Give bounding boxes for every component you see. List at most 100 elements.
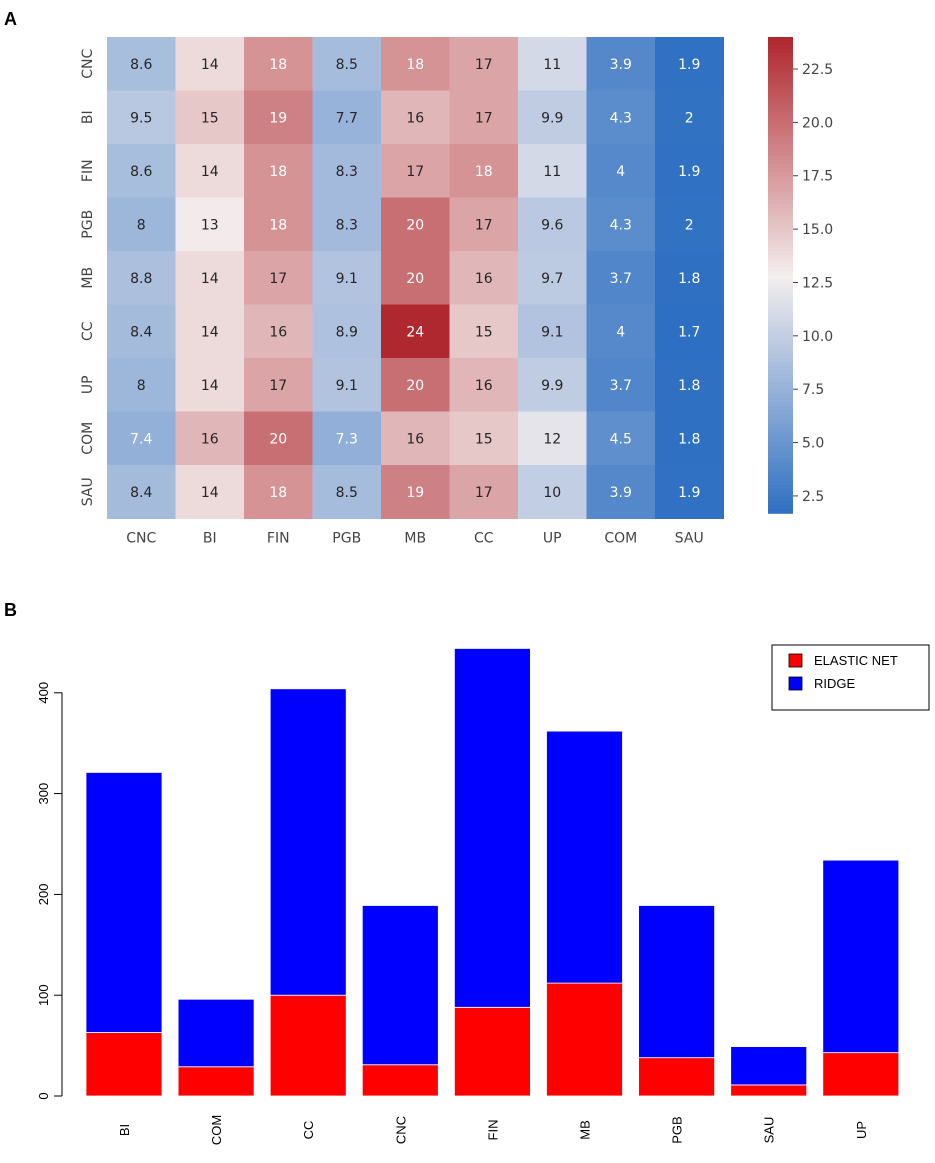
colorbar-segment (768, 457, 793, 463)
colorbar-segment (768, 501, 793, 506)
heatmap-cell (518, 465, 587, 519)
colorbar-segment (768, 227, 793, 233)
colorbar-segment (768, 409, 793, 415)
heatmap-cell-value: 8.4 (130, 324, 152, 340)
colorbar-segment (768, 441, 793, 447)
heatmap-cell-value: 9.1 (336, 378, 358, 394)
heatmap-cell (381, 144, 450, 198)
x-tick-label: UP (854, 1121, 869, 1139)
heatmap-col-label: MB (404, 531, 426, 547)
heatmap-cell-value: 4.3 (610, 217, 632, 233)
colorbar-segment (768, 497, 793, 502)
y-tick-label: 200 (36, 884, 51, 906)
bar-legend: ELASTIC NET RIDGE (771, 644, 930, 711)
heatmap-col-label: BI (203, 531, 217, 547)
heatmap-cell-value: 20 (406, 217, 424, 233)
colorbar-segment (768, 203, 793, 209)
heatmap-cell-value: 11 (543, 164, 561, 180)
heatmap-cell (175, 37, 245, 91)
heatmap-cell (312, 37, 382, 91)
heatmap-cell-value: 7.3 (336, 431, 358, 447)
x-tick-label: FIN (485, 1120, 500, 1141)
colorbar-segment (768, 108, 793, 114)
colorbar-segment (768, 207, 793, 213)
x-tick-label: MB (578, 1120, 593, 1140)
bar-elastic-net (453, 1006, 531, 1097)
colorbar-segment (768, 473, 793, 479)
heatmap-cell (107, 411, 176, 466)
y-tick-label: 100 (36, 984, 51, 1006)
heatmap-cell (655, 144, 724, 198)
heatmap-cell-value: 15 (475, 324, 493, 340)
colorbar-segment (768, 112, 793, 118)
heatmap-cell-value: 8.6 (130, 57, 152, 73)
colorbar-segment (768, 437, 793, 443)
heatmap-cell-value: 19 (406, 485, 424, 501)
colorbar-tick-label: 22.5 (802, 62, 833, 78)
heatmap-cell (381, 465, 450, 519)
heatmap-cell (655, 304, 724, 359)
heatmap-row-label: MB (80, 267, 96, 289)
heatmap-cell-value: 9.1 (336, 271, 358, 287)
colorbar-segment (768, 231, 793, 237)
heatmap-cell-value: 3.7 (610, 271, 632, 287)
heatmap-cell (312, 304, 382, 359)
heatmap-cell-value: 8.3 (336, 217, 358, 233)
heatmap-cell (107, 251, 176, 305)
colorbar-segment (768, 171, 793, 177)
colorbar-segment (768, 60, 793, 66)
colorbar-segment (768, 183, 793, 189)
heatmap-cell-value: 3.9 (610, 57, 632, 73)
legend-swatch (788, 676, 803, 691)
heatmap-cell-value: 20 (406, 378, 424, 394)
heatmap-cell (312, 197, 382, 252)
y-tick-label: 300 (36, 783, 51, 805)
y-tick-label: 400 (36, 682, 51, 704)
heatmap-cell (175, 251, 245, 305)
colorbar-tick-label: 2.5 (802, 489, 824, 505)
colorbar-tick-label: 10.0 (802, 329, 833, 345)
colorbar-segment (768, 132, 793, 137)
colorbar-segment (768, 163, 793, 169)
heatmap-cell-value: 1.8 (678, 431, 700, 447)
bar-ridge (730, 1046, 808, 1086)
heatmap-cell (175, 465, 245, 519)
heatmap-cell-value: 15 (201, 110, 219, 126)
heatmap-cell-value: 12 (543, 431, 561, 447)
heatmap-cell-value: 10 (543, 485, 561, 501)
heatmap-cell (244, 197, 313, 252)
heatmap-cell (655, 90, 724, 145)
colorbar-tick-label: 15.0 (802, 222, 833, 238)
heatmap-row-label: FIN (80, 159, 96, 182)
heatmap-cell-value: 14 (201, 164, 219, 180)
heatmap-cell (381, 251, 450, 305)
colorbar-segment (768, 453, 793, 459)
heatmap-cell (449, 304, 519, 359)
heatmap-cell-value: 4.3 (610, 110, 632, 126)
colorbar-segment (768, 382, 793, 387)
colorbar-segment (768, 282, 793, 288)
bar-elastic-net (546, 982, 623, 1097)
heatmap-cell-value: 16 (201, 431, 219, 447)
heatmap-col-label: COM (604, 531, 637, 547)
x-tick-label: CC (301, 1121, 316, 1140)
colorbar-segment (768, 358, 793, 364)
colorbar-segment (768, 310, 793, 316)
heatmap-cell (244, 304, 313, 359)
heatmap-cell (244, 251, 313, 305)
bar-ridge (453, 648, 531, 1008)
colorbar-segment (768, 167, 793, 173)
heatmap-cell (107, 90, 176, 145)
colorbar-segment (768, 52, 793, 58)
heatmap-cell-value: 17 (475, 485, 493, 501)
heatmap-cell (449, 251, 519, 305)
legend-label: RIDGE (814, 676, 856, 691)
colorbar-segment (768, 136, 793, 141)
heatmap-cell (107, 304, 176, 359)
colorbar-segment (768, 449, 793, 455)
heatmap-cell (518, 411, 587, 466)
colorbar-segment (768, 405, 793, 411)
heatmap-cell-value: 17 (269, 378, 287, 394)
heatmap-cell-value: 2 (685, 217, 694, 233)
colorbar-segment (768, 255, 793, 260)
